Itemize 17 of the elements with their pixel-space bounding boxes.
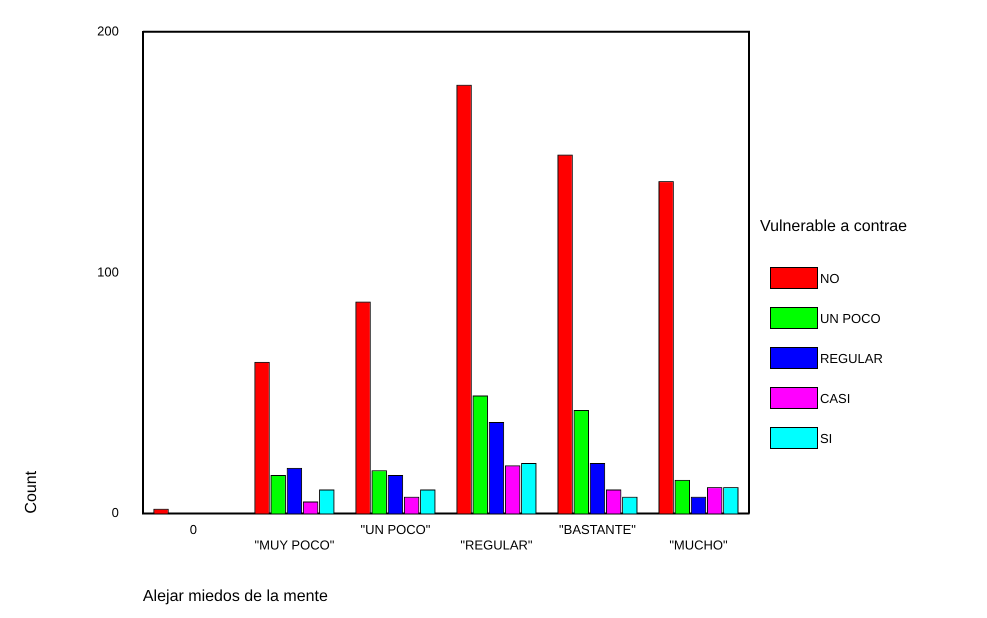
- x-axis-title: Alejar miedos de la mente: [142, 588, 328, 605]
- x-tick-label: 0: [190, 522, 198, 537]
- x-tick-label: "REGULAR": [460, 538, 533, 553]
- y-tick-label: 100: [97, 264, 119, 280]
- legend-label: CASI: [820, 390, 850, 406]
- legend-label: NO: [820, 270, 840, 286]
- x-tick-label: "BASTANTE": [559, 522, 636, 537]
- x-tick-label: "UN POCO": [360, 522, 431, 537]
- legend-label: SI: [820, 430, 832, 446]
- legend-label: UN POCO: [820, 310, 881, 326]
- y-axis-title: Count: [23, 470, 40, 514]
- legend-label: REGULAR: [820, 350, 883, 366]
- legend-title: Vulnerable a contrae: [760, 218, 908, 236]
- x-tick-label: "MUY POCO": [254, 538, 335, 553]
- y-tick-label: 200: [97, 23, 119, 38]
- x-tick-label: "MUCHO": [669, 538, 728, 553]
- y-tick-label: 0: [112, 505, 119, 520]
